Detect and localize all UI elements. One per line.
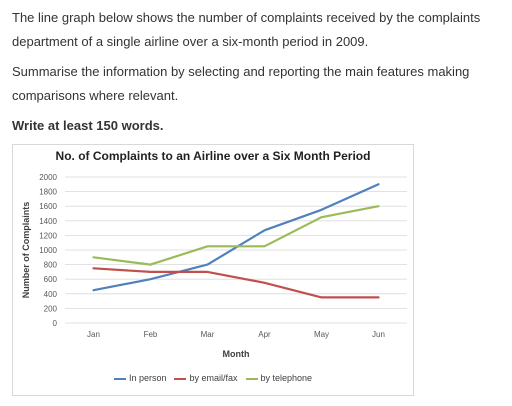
y-tick-label: 1400 — [39, 217, 57, 226]
y-axis-title: Number of Complaints — [21, 202, 31, 299]
x-tick-label: Apr — [258, 330, 271, 339]
legend-label: by telephone — [260, 373, 313, 383]
y-tick-label: 2000 — [39, 173, 57, 182]
prompt-paragraph-1: The line graph below shows the number of… — [12, 10, 481, 49]
x-axis-title: Month — [223, 349, 250, 359]
chart-title: No. of Complaints to an Airline over a S… — [55, 149, 371, 163]
y-tick-label: 0 — [53, 319, 58, 328]
x-tick-label: Jan — [87, 330, 100, 339]
y-tick-label: 200 — [44, 304, 58, 313]
y-tick-label: 1000 — [39, 246, 57, 255]
series-line — [92, 267, 380, 299]
legend-item: by telephone — [245, 373, 313, 383]
legend-swatch — [113, 377, 126, 380]
y-tick-label: 1800 — [39, 188, 57, 197]
legend-swatch — [174, 377, 187, 380]
y-tick-label: 1200 — [39, 231, 57, 240]
legend-item: In person — [113, 373, 167, 383]
series-line — [92, 183, 380, 292]
legend-label: In person — [128, 373, 167, 383]
prompt-paragraph-2: Summarise the information by selecting a… — [12, 64, 470, 103]
chart-legend: In person by email/fax by telephone — [13, 373, 413, 383]
y-tick-label: 1600 — [39, 202, 57, 211]
word-requirement: Write at least 150 words. — [12, 118, 164, 133]
y-tick-label: 800 — [44, 261, 58, 270]
y-tick-label: 600 — [44, 275, 58, 284]
series-line — [92, 205, 380, 266]
legend-swatch — [245, 377, 258, 380]
x-tick-label: May — [314, 330, 329, 339]
x-tick-label: Mar — [201, 330, 215, 339]
legend-item: by email/fax — [174, 373, 238, 383]
line-chart: No. of Complaints to an Airline over a S… — [12, 144, 414, 396]
y-tick-label: 400 — [44, 290, 58, 299]
x-tick-label: Jun — [372, 330, 385, 339]
task-prompt: The line graph below shows the number of… — [12, 6, 504, 133]
legend-label: by email/fax — [189, 373, 238, 383]
chart-plot: 0 200 400 600 800 1000 1200 1400 1600 1800 2000 Jan… — [21, 173, 407, 359]
x-tick-label: Feb — [144, 330, 158, 339]
